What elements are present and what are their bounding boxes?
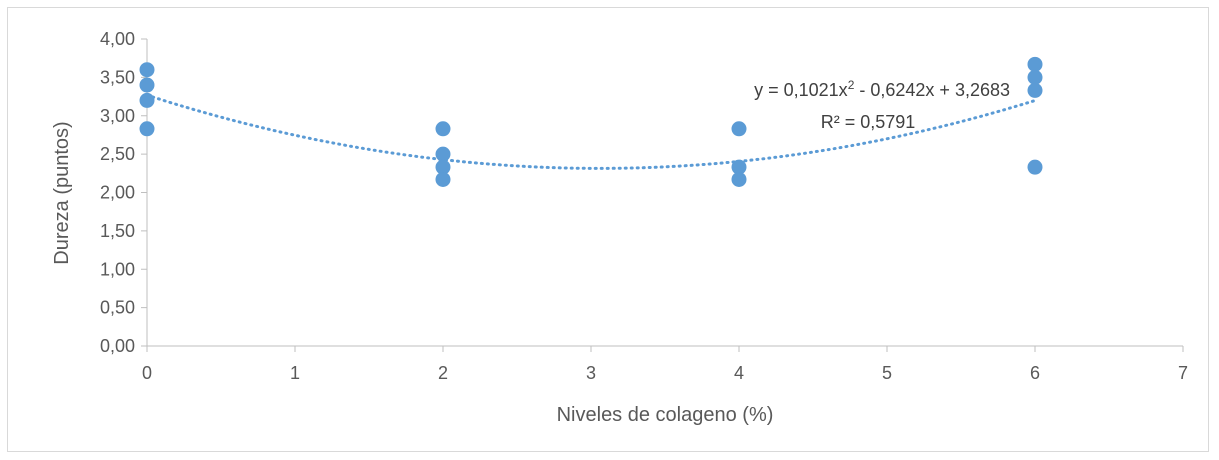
x-tick-label: 4 [734,363,744,383]
data-point [1027,56,1043,72]
x-tick-label: 3 [586,363,596,383]
x-tick-label: 1 [290,363,300,383]
x-axis-title: Niveles de colageno (%) [557,404,774,426]
y-tick-label: 1,50 [100,221,135,241]
y-tick-label: 2,50 [100,144,135,164]
data-point [1027,82,1043,98]
x-axis: 0 1 2 3 4 5 6 7 [142,345,1188,383]
x-tick-label: 2 [438,363,448,383]
data-point [731,171,747,187]
data-point [435,171,451,187]
y-tick-label: 0,00 [100,336,135,356]
data-point [435,146,451,162]
data-point [139,77,155,93]
chart-area [7,7,1209,452]
trendline-equation: y = 0,1021x2 - 0,6242x + 3,2683 [754,78,1010,100]
x-tick-label: 6 [1030,363,1040,383]
y-tick-label: 0,50 [100,298,135,318]
y-tick-label: 4,00 [100,29,135,49]
x-tick-label: 5 [882,363,892,383]
data-point [139,121,155,137]
data-point [435,159,451,175]
data-point [1027,159,1043,175]
y-tick-label: 3,50 [100,67,135,87]
data-point [1027,69,1043,85]
data-point [435,121,451,137]
data-point [731,159,747,175]
y-axis: 0,00 0,50 1,00 1,50 2,00 2,50 3,00 3,50 4,00 [100,29,148,356]
y-axis-title: Dureza (puntos) [51,121,73,264]
trendline [145,93,1037,170]
r-squared-label: R² = 0,5791 [821,112,916,132]
data-points [139,56,1043,187]
y-tick-label: 2,00 [100,183,135,203]
data-point [731,121,747,137]
x-tick-label: 7 [1178,363,1188,383]
y-tick-label: 3,00 [100,106,135,126]
x-tick-label: 0 [142,363,152,383]
data-point [139,92,155,108]
data-point [139,62,155,78]
trendline-path [145,93,1037,170]
y-tick-label: 1,00 [100,259,135,279]
